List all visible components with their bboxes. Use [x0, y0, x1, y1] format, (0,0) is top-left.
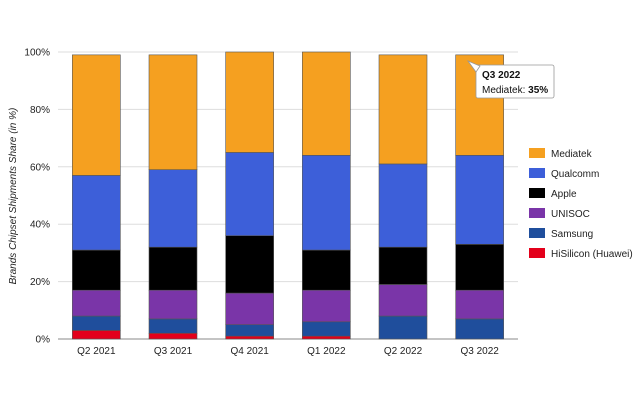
bar-segment[interactable] [302, 249, 351, 291]
bar-segment[interactable] [378, 163, 428, 248]
legend-label: Mediatek [551, 149, 593, 160]
bar-segment[interactable] [225, 51, 274, 153]
y-tick-label: 20% [30, 277, 50, 288]
y-axis-title: Brands Chipset Shipments Share (in %) [8, 108, 19, 285]
tooltip-label: Mediatek: [482, 85, 525, 96]
axes: Brands Chipset Shipments Share (in %) 0%… [8, 48, 499, 358]
legend-item[interactable]: HiSilicon (Huawei) [529, 248, 633, 260]
tooltip: Q3 2022 Mediatek: 35% [466, 60, 555, 99]
bar-segment[interactable] [148, 318, 198, 334]
legend-label: Samsung [551, 229, 593, 240]
bar-segment[interactable] [148, 169, 198, 248]
bar-segment[interactable] [378, 246, 428, 285]
legend-item[interactable]: Samsung [529, 228, 593, 240]
bar-segment[interactable] [302, 51, 351, 156]
legend-item[interactable]: Apple [529, 188, 577, 200]
legend-label: Qualcomm [551, 169, 599, 180]
tooltip-body: Mediatek: 35% [482, 85, 548, 96]
bar-segment[interactable] [225, 235, 274, 294]
bar-segment[interactable] [302, 289, 351, 323]
legend-item[interactable]: Qualcomm [529, 168, 599, 180]
bar-segment[interactable] [378, 284, 428, 317]
tooltip-title: Q3 2022 [482, 70, 521, 81]
bar-segment[interactable] [72, 54, 121, 176]
legend-swatch [529, 168, 545, 178]
x-tick-label: Q2 2021 [77, 346, 116, 357]
legend-label: Apple [551, 189, 577, 200]
bar-segment[interactable] [72, 289, 121, 317]
bars [72, 51, 504, 340]
bar-segment[interactable] [148, 246, 198, 291]
bar-stack [72, 54, 121, 340]
legend-swatch [529, 248, 545, 258]
legend-item[interactable]: UNISOC [529, 208, 590, 220]
tooltip-pointer [466, 60, 481, 73]
legend-label: UNISOC [551, 209, 590, 220]
bar-segment[interactable] [148, 289, 198, 320]
bar-segment[interactable] [148, 54, 198, 170]
tooltip-box [475, 64, 555, 99]
bar-segment[interactable] [225, 335, 274, 340]
bar-stack [378, 54, 428, 340]
bar-segment[interactable] [302, 335, 351, 340]
bar-stack [302, 51, 351, 340]
bar-segment[interactable] [72, 315, 121, 331]
bar-segment[interactable] [455, 289, 504, 320]
x-tick-label: Q3 2022 [460, 346, 499, 357]
legend-swatch [529, 228, 545, 238]
y-tick-label: 60% [30, 162, 50, 173]
x-tick-label: Q1 2022 [307, 346, 346, 357]
bar-segment[interactable] [302, 155, 351, 251]
y-tick-label: 80% [30, 105, 50, 116]
legend-swatch [529, 208, 545, 218]
legend-swatch [529, 148, 545, 158]
gridlines [58, 51, 518, 340]
x-tick-label: Q3 2021 [154, 346, 193, 357]
bar-segment[interactable] [225, 152, 274, 236]
bar-segment[interactable] [72, 249, 121, 291]
bar-stack [225, 51, 274, 340]
bar-segment[interactable] [455, 243, 504, 291]
legend-item[interactable]: Mediatek [529, 148, 593, 160]
bar-segment[interactable] [378, 54, 428, 165]
legend-swatch [529, 188, 545, 198]
y-tick-label: 100% [24, 48, 50, 59]
legend: Mediatek Qualcomm Apple UNISOC Samsung HiSili… [529, 148, 633, 260]
y-tick-label: 0% [36, 335, 51, 346]
x-tick-label: Q4 2021 [230, 346, 269, 357]
bar-segment[interactable] [72, 175, 121, 251]
tooltip-value: 35% [528, 85, 548, 96]
x-tick-label: Q2 2022 [384, 346, 423, 357]
bar-segment[interactable] [378, 315, 428, 340]
bar-segment[interactable] [148, 332, 198, 340]
bar-segment[interactable] [302, 321, 351, 337]
bar-segment[interactable] [72, 330, 121, 340]
legend-label: HiSilicon (Huawei) [551, 249, 633, 260]
bar-segment[interactable] [225, 292, 274, 325]
bar-segment[interactable] [225, 324, 274, 337]
y-tick-label: 40% [30, 220, 50, 231]
bar-segment[interactable] [455, 155, 504, 245]
bar-stack [148, 54, 198, 340]
bar-segment[interactable] [455, 318, 504, 340]
